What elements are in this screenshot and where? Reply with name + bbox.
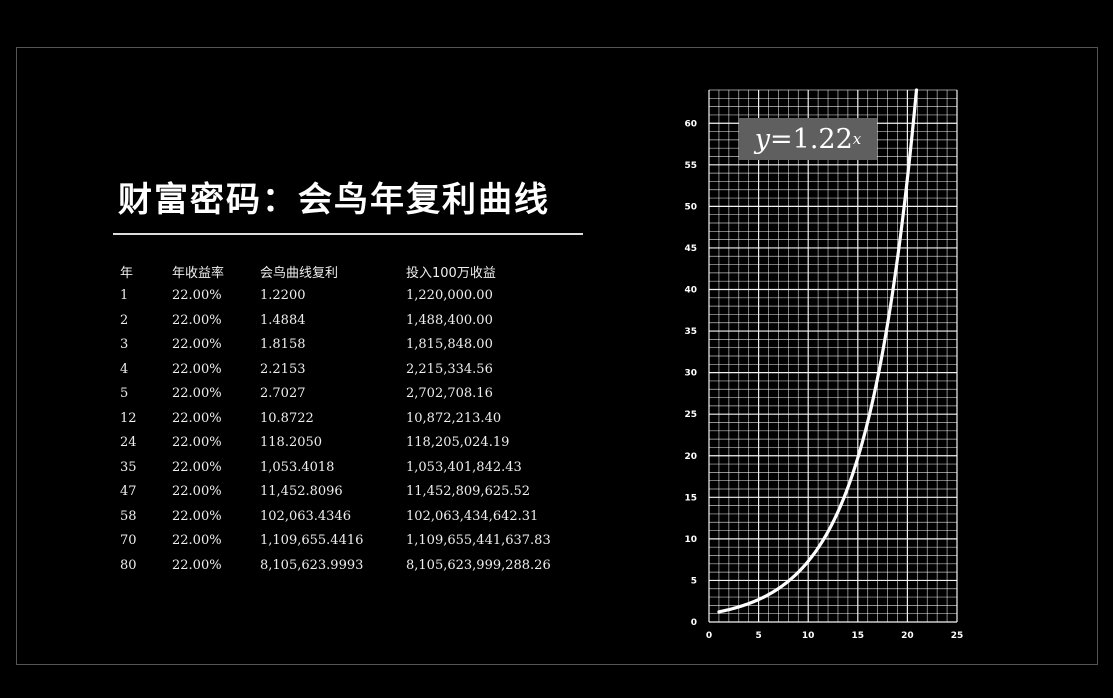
table-row: 5 22.00% 2.7027 2,702,708.16 bbox=[112, 382, 586, 407]
cell-year: 4 bbox=[120, 361, 129, 377]
table-row: 35 22.00% 1,053.4018 1,053,401,842.43 bbox=[112, 455, 586, 480]
y-tick-label: 45 bbox=[684, 244, 697, 254]
cell-year: 24 bbox=[120, 435, 137, 451]
cell-return: 1,053,401,842.43 bbox=[406, 459, 522, 475]
cell-year: 1 bbox=[120, 288, 129, 304]
y-tick-label: 60 bbox=[684, 119, 697, 129]
cell-return: 1,220,000.00 bbox=[406, 288, 493, 304]
cell-multiplier: 1.2200 bbox=[260, 288, 306, 304]
table-row: 4 22.00% 2.2153 2,215,334.56 bbox=[112, 357, 586, 382]
cell-year: 58 bbox=[120, 508, 137, 524]
growth-curve-line bbox=[717, 88, 919, 614]
content-frame bbox=[16, 47, 1098, 665]
cell-multiplier: 118.2050 bbox=[260, 435, 323, 451]
cell-return: 1,109,655,441,637.83 bbox=[406, 533, 551, 549]
cell-return: 1,488,400.00 bbox=[406, 312, 493, 328]
cell-multiplier: 1.8158 bbox=[260, 337, 306, 353]
x-tick-label: 0 bbox=[706, 631, 712, 641]
cell-rate: 22.00% bbox=[172, 410, 222, 426]
table-header-row: 年 年收益率 会鸟曲线复利 投入100万收益 bbox=[112, 259, 586, 284]
cell-return: 2,215,334.56 bbox=[406, 361, 493, 377]
cell-multiplier: 11,452.8096 bbox=[260, 484, 343, 500]
y-tick-label: 20 bbox=[684, 452, 697, 462]
y-tick-label: 5 bbox=[691, 576, 697, 586]
cell-multiplier: 1.4884 bbox=[260, 312, 306, 328]
header-multiplier: 会鸟曲线复利 bbox=[260, 265, 339, 281]
cell-rate: 22.00% bbox=[172, 435, 222, 451]
x-tick-label: 20 bbox=[901, 631, 914, 641]
cell-year: 3 bbox=[120, 337, 129, 353]
cell-rate: 22.00% bbox=[172, 361, 222, 377]
cell-multiplier: 1,109,655.4416 bbox=[260, 533, 364, 549]
cell-rate: 22.00% bbox=[172, 533, 222, 549]
cell-return: 2,702,708.16 bbox=[406, 386, 493, 402]
table-row: 70 22.00% 1,109,655.4416 1,109,655,441,637.… bbox=[112, 529, 586, 554]
y-tick-label: 55 bbox=[684, 161, 697, 171]
cell-multiplier: 102,063.4346 bbox=[260, 508, 351, 524]
cell-year: 12 bbox=[120, 410, 137, 426]
cell-rate: 22.00% bbox=[172, 484, 222, 500]
equation-lhs: y bbox=[754, 123, 771, 155]
cell-rate: 22.00% bbox=[172, 459, 222, 475]
cell-return: 10,872,213.40 bbox=[406, 410, 502, 426]
cell-return: 11,452,809,625.52 bbox=[406, 484, 531, 500]
header-rate: 年收益率 bbox=[172, 265, 225, 281]
y-tick-label: 0 bbox=[691, 618, 697, 628]
cell-year: 70 bbox=[120, 533, 137, 549]
y-tick-label: 30 bbox=[684, 369, 697, 379]
cell-rate: 22.00% bbox=[172, 386, 222, 402]
cell-rate: 22.00% bbox=[172, 508, 222, 524]
cell-return: 118,205,024.19 bbox=[406, 435, 510, 451]
equation-base: 1.22 bbox=[792, 123, 853, 155]
title-underline bbox=[113, 233, 583, 235]
table-row: 47 22.00% 11,452.8096 11,452,809,625.52 bbox=[112, 480, 586, 505]
x-tick-label: 15 bbox=[852, 631, 865, 641]
y-tick-label: 15 bbox=[684, 493, 697, 503]
x-tick-label: 25 bbox=[951, 631, 964, 641]
equation-exponent: x bbox=[852, 130, 862, 148]
y-tick-label: 10 bbox=[684, 535, 697, 545]
table-row: 80 22.00% 8,105,623.9993 8,105,623,999,288.… bbox=[112, 553, 586, 578]
cell-multiplier: 1,053.4018 bbox=[260, 459, 335, 475]
cell-multiplier: 2.2153 bbox=[260, 361, 306, 377]
equation-equals: = bbox=[770, 123, 793, 155]
table-row: 3 22.00% 1.8158 1,815,848.00 bbox=[112, 333, 586, 358]
x-tick-label: 10 bbox=[802, 631, 815, 641]
cell-rate: 22.00% bbox=[172, 337, 222, 353]
table-row: 58 22.00% 102,063.4346 102,063,434,642.31 bbox=[112, 504, 586, 529]
cell-multiplier: 10.8722 bbox=[260, 410, 314, 426]
table-row: 1 22.00% 1.2200 1,220,000.00 bbox=[112, 284, 586, 309]
cell-rate: 22.00% bbox=[172, 288, 222, 304]
cell-rate: 22.00% bbox=[172, 312, 222, 328]
exponential-chart: 0 5 10 15 20 25 0 5 10 15 20 25 30 35 40 45 50 55 60 bbox=[684, 88, 964, 641]
cell-return: 102,063,434,642.31 bbox=[406, 508, 539, 524]
equation-label: y = 1.22 x bbox=[739, 118, 877, 160]
y-tick-label: 50 bbox=[684, 202, 697, 212]
table-row: 12 22.00% 10.8722 10,872,213.40 bbox=[112, 406, 586, 431]
cell-multiplier: 8,105,623.9993 bbox=[260, 557, 364, 573]
cell-return: 1,815,848.00 bbox=[406, 337, 493, 353]
compound-table: 年 年收益率 会鸟曲线复利 投入100万收益 1 22.00% 1.2200 1,22… bbox=[112, 259, 586, 578]
page-title: 财富密码：会鸟年复利曲线 bbox=[118, 180, 550, 220]
header-return: 投入100万收益 bbox=[406, 265, 496, 281]
header-year: 年 bbox=[120, 265, 134, 281]
cell-year: 2 bbox=[120, 312, 129, 328]
y-tick-label: 35 bbox=[684, 327, 697, 337]
cell-year: 35 bbox=[120, 459, 137, 475]
cell-year: 80 bbox=[120, 557, 137, 573]
cell-return: 8,105,623,999,288.26 bbox=[406, 557, 551, 573]
cell-rate: 22.00% bbox=[172, 557, 222, 573]
table-row: 2 22.00% 1.4884 1,488,400.00 bbox=[112, 308, 586, 333]
y-tick-label: 25 bbox=[684, 410, 697, 420]
cell-year: 47 bbox=[120, 484, 137, 500]
y-tick-label: 40 bbox=[684, 286, 697, 296]
cell-multiplier: 2.7027 bbox=[260, 386, 306, 402]
table-row: 24 22.00% 118.2050 118,205,024.19 bbox=[112, 431, 586, 456]
x-tick-label: 5 bbox=[755, 631, 761, 641]
cell-year: 5 bbox=[120, 386, 129, 402]
